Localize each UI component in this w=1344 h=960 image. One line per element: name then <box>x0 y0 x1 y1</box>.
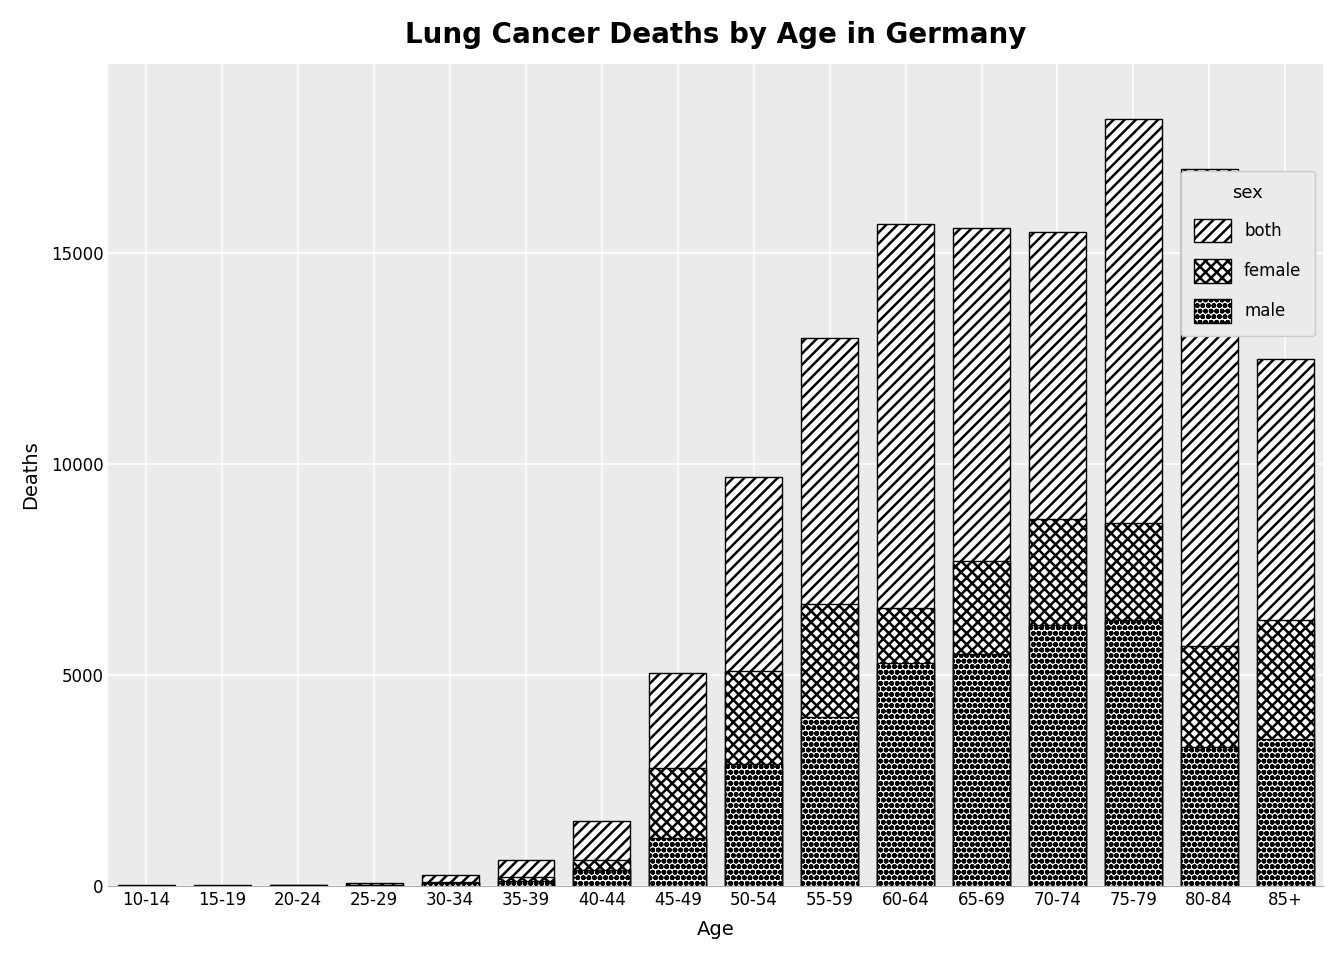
Bar <box>1030 625 1086 886</box>
Bar <box>345 885 403 886</box>
Bar <box>801 717 859 886</box>
Bar <box>194 885 251 886</box>
Bar <box>422 875 478 886</box>
Bar <box>345 883 403 886</box>
Bar <box>1181 646 1238 886</box>
Bar <box>726 477 782 886</box>
Bar <box>422 883 478 886</box>
Bar <box>726 764 782 886</box>
Bar <box>649 673 707 886</box>
Bar <box>574 870 630 886</box>
Title: Lung Cancer Deaths by Age in Germany: Lung Cancer Deaths by Age in Germany <box>405 21 1027 49</box>
Bar <box>497 876 555 886</box>
Bar <box>953 562 1009 886</box>
Bar <box>574 860 630 886</box>
Bar <box>878 662 934 886</box>
Bar <box>422 882 478 886</box>
Bar <box>1181 747 1238 886</box>
Bar <box>649 768 707 886</box>
Bar <box>1030 232 1086 886</box>
Bar <box>497 860 555 886</box>
Bar <box>574 821 630 886</box>
Y-axis label: Deaths: Deaths <box>22 441 40 510</box>
Bar <box>1181 169 1238 886</box>
Bar <box>1105 118 1161 886</box>
Bar <box>497 880 555 886</box>
Bar <box>878 224 934 886</box>
Bar <box>649 838 707 886</box>
Bar <box>1105 620 1161 886</box>
Bar <box>1257 620 1313 886</box>
Bar <box>953 228 1009 886</box>
Bar <box>878 608 934 886</box>
Bar <box>1030 519 1086 886</box>
Bar <box>801 338 859 886</box>
Bar <box>1257 359 1313 886</box>
Legend: both, female, male: both, female, male <box>1181 171 1314 336</box>
Bar <box>726 671 782 886</box>
X-axis label: Age: Age <box>698 921 735 939</box>
Bar <box>270 884 327 886</box>
Bar <box>1257 738 1313 886</box>
Bar <box>953 654 1009 886</box>
Bar <box>1105 523 1161 886</box>
Bar <box>801 604 859 886</box>
